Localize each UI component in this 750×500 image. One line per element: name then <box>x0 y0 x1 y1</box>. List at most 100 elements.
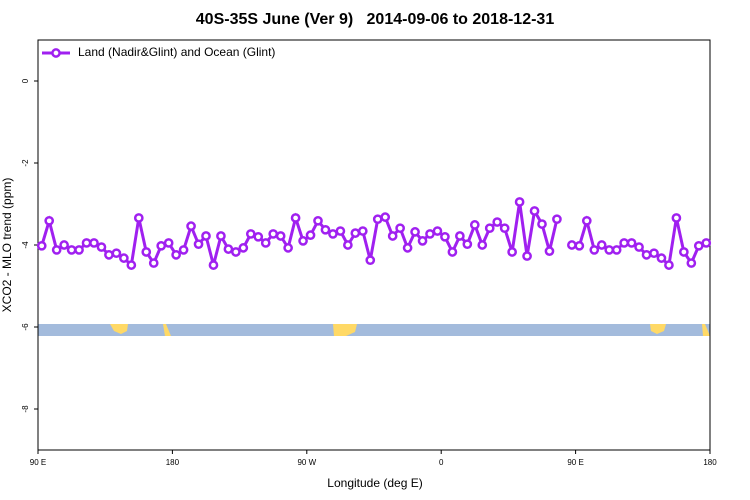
point <box>619 238 629 248</box>
point <box>156 240 167 251</box>
point <box>171 249 181 260</box>
land <box>110 324 128 334</box>
point <box>529 206 540 216</box>
point <box>522 251 532 261</box>
point <box>469 220 480 230</box>
y-tick-label: -8 <box>21 405 30 413</box>
point <box>686 258 697 268</box>
point <box>507 247 517 257</box>
point <box>604 245 615 255</box>
point <box>208 260 219 270</box>
point <box>111 248 122 259</box>
point <box>44 215 55 226</box>
point <box>96 242 107 252</box>
point <box>216 231 226 241</box>
legend-marker <box>51 48 61 58</box>
point <box>253 231 264 242</box>
x-tick-label: 180 <box>703 458 717 467</box>
point <box>320 224 331 235</box>
point <box>350 228 361 238</box>
point <box>455 231 465 241</box>
point <box>492 217 503 227</box>
x-tick-label: 0 <box>439 458 444 467</box>
x-axis-label: Longitude (deg E) <box>327 476 422 490</box>
point <box>126 260 137 270</box>
point <box>178 245 189 255</box>
series-line <box>40 201 707 269</box>
point <box>268 229 279 239</box>
point <box>410 227 420 237</box>
x-tick-label: 90 W <box>297 458 316 467</box>
y-axis-label: XCO2 - MLO trend (ppm) <box>0 178 14 313</box>
point <box>328 229 338 239</box>
point <box>275 231 286 241</box>
point <box>305 230 316 241</box>
point <box>679 247 689 257</box>
point <box>193 239 204 250</box>
point <box>372 214 383 225</box>
point <box>104 249 114 260</box>
point <box>238 243 249 253</box>
x-tick-label: 90 E <box>567 458 583 467</box>
point <box>133 213 144 223</box>
point <box>432 226 443 236</box>
land <box>163 324 171 336</box>
point <box>186 221 196 231</box>
point <box>148 258 159 268</box>
point <box>313 215 323 226</box>
land <box>650 324 666 334</box>
point <box>365 255 376 266</box>
point <box>701 238 712 248</box>
point <box>223 244 234 254</box>
chart-title: 40S-35S June (Ver 9) 2014-09-06 to 2018-… <box>196 11 555 28</box>
point <box>552 214 562 225</box>
point <box>641 249 652 260</box>
point <box>245 229 256 239</box>
land <box>702 324 710 336</box>
point <box>499 223 510 234</box>
y-tick-label: 0 <box>21 78 30 83</box>
point <box>417 236 428 246</box>
point <box>290 213 301 223</box>
point <box>395 223 405 234</box>
point <box>201 231 211 241</box>
point <box>231 247 241 257</box>
point <box>649 248 659 259</box>
x-tick-label: 90 E <box>30 458 46 467</box>
point <box>163 238 174 248</box>
point <box>74 245 84 255</box>
y-tick-label: -6 <box>21 323 30 331</box>
point <box>693 240 704 251</box>
point <box>402 243 413 253</box>
point <box>447 247 458 257</box>
point <box>66 245 77 255</box>
point <box>298 236 308 246</box>
point <box>477 240 488 250</box>
point <box>119 253 129 263</box>
x-tick-label: 180 <box>166 458 180 467</box>
point <box>671 213 682 223</box>
point <box>425 229 435 239</box>
y-tick-label: -2 <box>21 159 30 167</box>
point <box>462 239 473 250</box>
land <box>333 324 357 336</box>
point <box>387 231 398 241</box>
point <box>514 197 525 207</box>
point <box>283 243 293 253</box>
point <box>537 219 547 229</box>
point <box>260 238 271 248</box>
point <box>664 260 674 270</box>
point <box>626 238 637 248</box>
point <box>440 231 450 242</box>
legend-label: Land (Nadir&Glint) and Ocean (Glint) <box>78 45 275 59</box>
point <box>484 223 495 234</box>
point <box>574 240 585 251</box>
point <box>335 226 346 236</box>
point <box>51 245 62 255</box>
point <box>567 240 577 250</box>
point <box>581 215 592 226</box>
point <box>81 238 92 248</box>
point <box>634 242 644 252</box>
point <box>656 253 667 263</box>
